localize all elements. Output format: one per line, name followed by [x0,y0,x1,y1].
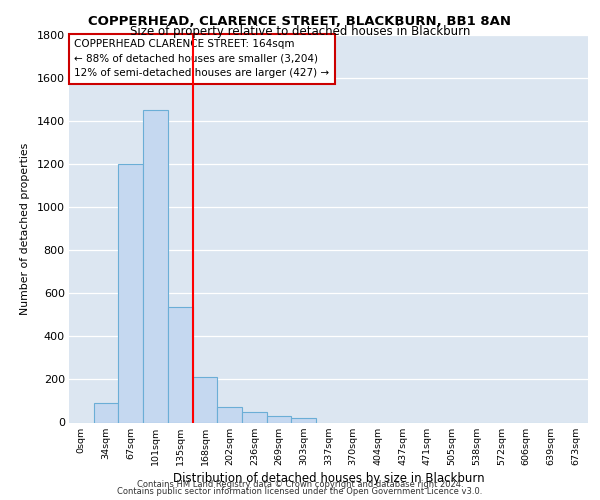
X-axis label: Distribution of detached houses by size in Blackburn: Distribution of detached houses by size … [173,472,484,485]
Y-axis label: Number of detached properties: Number of detached properties [20,142,30,315]
Bar [242,412,267,422]
Bar [168,308,193,422]
Bar [118,164,143,422]
Bar [292,418,316,422]
Text: COPPERHEAD, CLARENCE STREET, BLACKBURN, BB1 8AN: COPPERHEAD, CLARENCE STREET, BLACKBURN, … [89,15,511,28]
Bar [267,416,292,422]
Bar [193,378,217,422]
Bar [143,110,168,422]
Text: Contains HM Land Registry data © Crown copyright and database right 2024.: Contains HM Land Registry data © Crown c… [137,480,463,489]
Bar [217,408,242,422]
Bar [94,403,118,422]
Text: Size of property relative to detached houses in Blackburn: Size of property relative to detached ho… [130,25,470,38]
Text: COPPERHEAD CLARENCE STREET: 164sqm
← 88% of detached houses are smaller (3,204)
: COPPERHEAD CLARENCE STREET: 164sqm ← 88%… [74,39,329,78]
Text: Contains public sector information licensed under the Open Government Licence v3: Contains public sector information licen… [118,488,482,496]
